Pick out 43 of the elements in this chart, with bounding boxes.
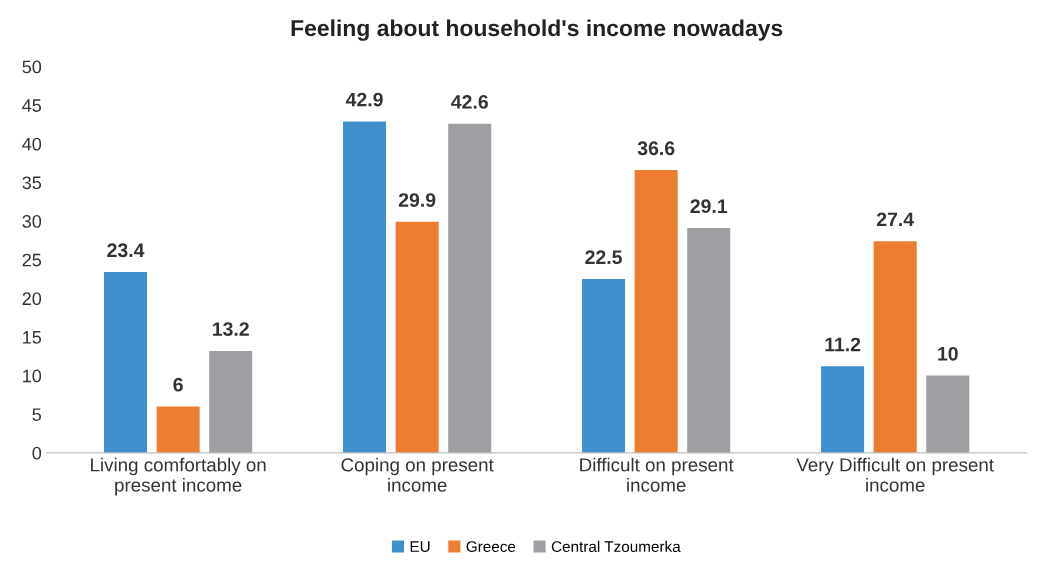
y-tick-label: 30 [22, 215, 42, 228]
chart-title: Feeling about household's income nowadays [291, 19, 783, 41]
data-label: 42.6 [451, 95, 488, 109]
y-tick-label: 35 [22, 176, 42, 190]
bar [343, 121, 387, 453]
bar [104, 272, 148, 453]
y-tick-label: 5 [32, 408, 42, 421]
data-label: 13.2 [213, 322, 249, 336]
data-label: 29.9 [398, 193, 436, 207]
x-tick-label: Very Difficult on present income [796, 457, 994, 492]
y-tick-label: 25 [22, 253, 42, 267]
bar [926, 375, 970, 453]
data-label: 23.4 [107, 243, 145, 258]
bar [634, 170, 678, 453]
bar [209, 350, 253, 453]
data-label: 22.5 [585, 250, 622, 265]
data-label: 11.2 [825, 337, 861, 352]
y-tick-label: 0 [32, 446, 42, 460]
data-label: 42.9 [345, 92, 383, 107]
y-tick-label: 45 [22, 99, 42, 112]
bar [395, 221, 439, 453]
legend-label: EU [410, 541, 430, 553]
bar [687, 228, 731, 453]
y-tick-label: 15 [23, 331, 42, 344]
data-label: 36.6 [637, 141, 675, 156]
y-tick-label: 10 [23, 369, 42, 383]
legend-label: Central Tzoumerka [551, 540, 681, 553]
bar [156, 406, 200, 453]
y-tick-label: 40 [22, 137, 42, 151]
x-tick-label: Living comfortably on present income [91, 457, 266, 496]
x-tick-label: Difficult on present income [580, 457, 734, 492]
bar [873, 241, 917, 453]
y-tick-label: 20 [22, 292, 42, 306]
data-label: 6 [173, 377, 183, 392]
x-tick-label: Coping on present income [341, 457, 494, 492]
legend-label: Greece [466, 541, 516, 553]
data-label: 27.4 [876, 212, 914, 227]
bar [448, 123, 492, 453]
data-label: 29.1 [690, 199, 728, 214]
y-tick-label: 50 [22, 60, 42, 74]
bar [582, 279, 626, 453]
bar [821, 366, 865, 453]
data-label: 10 [938, 346, 958, 361]
